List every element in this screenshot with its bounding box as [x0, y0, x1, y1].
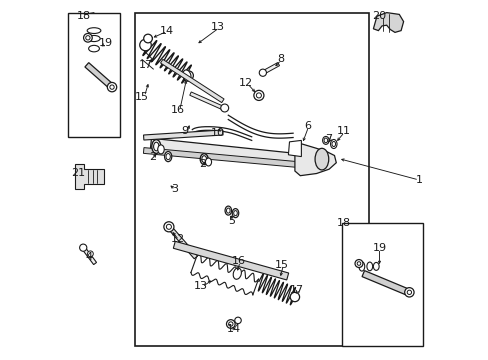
Polygon shape: [143, 130, 223, 140]
Circle shape: [85, 36, 90, 40]
Text: 18: 18: [77, 11, 91, 21]
Circle shape: [220, 104, 228, 112]
Text: 3: 3: [170, 184, 178, 194]
Polygon shape: [373, 13, 403, 32]
Ellipse shape: [324, 138, 327, 143]
Text: 8: 8: [276, 54, 284, 64]
Ellipse shape: [205, 158, 211, 166]
Ellipse shape: [224, 206, 231, 215]
Text: 15: 15: [135, 92, 148, 102]
Circle shape: [140, 39, 151, 51]
Text: 19: 19: [372, 243, 386, 253]
Circle shape: [80, 244, 87, 251]
Ellipse shape: [202, 156, 206, 162]
Ellipse shape: [232, 209, 238, 217]
Circle shape: [83, 33, 92, 42]
Polygon shape: [361, 271, 407, 294]
Circle shape: [259, 69, 266, 76]
Circle shape: [143, 34, 152, 43]
Polygon shape: [85, 63, 113, 89]
Circle shape: [356, 262, 360, 265]
Polygon shape: [263, 63, 279, 73]
Ellipse shape: [373, 262, 378, 270]
Circle shape: [354, 260, 362, 267]
Text: 1: 1: [415, 175, 422, 185]
Ellipse shape: [88, 45, 99, 52]
Text: 15: 15: [275, 260, 289, 270]
Ellipse shape: [183, 70, 191, 81]
Ellipse shape: [314, 148, 328, 170]
Text: 12: 12: [170, 234, 184, 244]
Bar: [68, 13, 120, 137]
Ellipse shape: [366, 262, 372, 271]
Text: 4: 4: [85, 252, 92, 262]
Ellipse shape: [88, 35, 100, 41]
Circle shape: [289, 292, 299, 302]
Bar: [134, 13, 368, 346]
Circle shape: [166, 224, 171, 229]
Ellipse shape: [200, 154, 208, 165]
Text: 21: 21: [71, 168, 85, 178]
Circle shape: [183, 71, 193, 80]
Text: 14: 14: [226, 324, 240, 334]
Ellipse shape: [233, 211, 237, 216]
Bar: [341, 223, 422, 346]
Text: 12: 12: [239, 78, 253, 88]
Ellipse shape: [226, 208, 230, 213]
Ellipse shape: [151, 140, 161, 153]
Polygon shape: [150, 138, 305, 166]
Text: 10: 10: [210, 128, 224, 138]
Circle shape: [256, 93, 261, 98]
Text: 18: 18: [336, 218, 350, 228]
Text: 16: 16: [170, 105, 184, 115]
Text: 16: 16: [232, 256, 245, 266]
Polygon shape: [75, 164, 104, 189]
Circle shape: [407, 290, 411, 294]
Text: 13: 13: [210, 22, 224, 32]
Ellipse shape: [322, 136, 328, 144]
Circle shape: [404, 288, 413, 297]
Ellipse shape: [330, 139, 336, 148]
Circle shape: [110, 85, 114, 89]
Polygon shape: [169, 227, 197, 259]
Text: 11: 11: [336, 126, 350, 136]
Circle shape: [226, 320, 235, 328]
Text: 6: 6: [304, 121, 310, 131]
Ellipse shape: [158, 145, 164, 154]
Circle shape: [87, 251, 93, 257]
Polygon shape: [160, 59, 224, 103]
Text: 2: 2: [199, 159, 206, 169]
Circle shape: [107, 82, 117, 92]
Circle shape: [234, 317, 241, 324]
Polygon shape: [294, 144, 336, 176]
Ellipse shape: [87, 28, 101, 33]
Text: 17: 17: [289, 285, 303, 295]
Text: 2: 2: [149, 152, 156, 162]
Polygon shape: [173, 241, 288, 280]
Circle shape: [228, 322, 232, 326]
Text: 13: 13: [194, 281, 208, 291]
Circle shape: [163, 222, 174, 232]
Polygon shape: [189, 92, 223, 110]
Ellipse shape: [358, 262, 364, 271]
Circle shape: [253, 90, 264, 100]
Text: 17: 17: [138, 60, 152, 70]
Polygon shape: [143, 148, 309, 168]
Polygon shape: [288, 140, 301, 157]
Ellipse shape: [331, 141, 335, 147]
Polygon shape: [82, 248, 96, 265]
Text: 7: 7: [325, 134, 332, 144]
Ellipse shape: [166, 153, 170, 160]
Ellipse shape: [233, 268, 241, 279]
Ellipse shape: [164, 152, 171, 162]
Text: 19: 19: [99, 38, 113, 48]
Text: 5: 5: [228, 216, 235, 226]
Ellipse shape: [153, 142, 159, 151]
Text: 9: 9: [181, 126, 188, 136]
Text: 20: 20: [372, 11, 386, 21]
Text: 14: 14: [160, 26, 174, 36]
